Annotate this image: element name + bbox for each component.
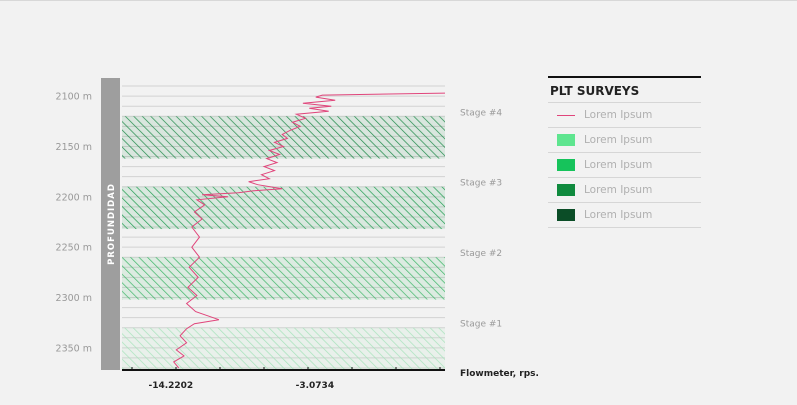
stage-label: Stage #2 — [460, 249, 502, 259]
legend-color-swatch — [557, 209, 575, 221]
x-axis-label: Flowmeter, rps. — [460, 369, 539, 379]
legend-title: PLT SURVEYS — [548, 78, 701, 103]
legend-item-label: Lorem Ipsum — [584, 184, 653, 196]
stage-band — [122, 186, 445, 230]
x-axis-ticks: -14.2202 -3.0734 — [131, 367, 441, 391]
stage-label: Stage #1 — [460, 320, 502, 330]
legend-item-label: Lorem Ipsum — [584, 159, 653, 171]
stage-band — [122, 257, 445, 300]
y-axis-label: PROFUNDIDAD — [107, 183, 117, 265]
y-axis-bar — [101, 78, 120, 370]
legend-item-label: Lorem Ipsum — [584, 209, 653, 221]
stage-label: Stage #4 — [460, 108, 502, 118]
legend-items: Lorem Ipsum Lorem Ipsum Lorem Ipsum Lorem I… — [548, 103, 701, 228]
x-tick-label: -3.0734 — [296, 381, 334, 391]
stage-bands — [122, 116, 445, 370]
y-tick-label: 2250 m — [56, 243, 92, 254]
legend: PLT SURVEYS Lorem Ipsum Lorem Ipsum Lorem … — [548, 76, 701, 228]
y-tick-label: 2150 m — [56, 142, 92, 153]
stage-labels: Stage #4 Stage #3 Stage #2 Stage #1 — [460, 108, 502, 329]
flowmeter-line — [172, 92, 446, 369]
y-tick-label: 2300 m — [56, 293, 92, 304]
stage-band — [122, 327, 445, 370]
legend-item: Lorem Ipsum — [548, 103, 701, 128]
legend-item: Lorem Ipsum — [548, 153, 701, 178]
x-tick-label: -14.2202 — [148, 381, 193, 391]
stage-label: Stage #3 — [460, 179, 502, 189]
legend-item-label: Lorem Ipsum — [584, 109, 653, 121]
y-tick-label: 2200 m — [56, 192, 92, 203]
y-tick-label: 2100 m — [56, 92, 92, 103]
top-divider — [0, 0, 797, 1]
legend-line-swatch — [557, 114, 575, 116]
y-tick-labels: 2100 m 2150 m 2200 m 2250 m 2300 m 2350 m — [56, 92, 92, 355]
legend-top-rule — [548, 76, 701, 78]
legend-item-label: Lorem Ipsum — [584, 134, 653, 146]
y-tick-label: 2350 m — [56, 343, 92, 354]
legend-item: Lorem Ipsum — [548, 178, 701, 203]
stage-band — [122, 116, 445, 159]
legend-item: Lorem Ipsum — [548, 128, 701, 153]
legend-item: Lorem Ipsum — [548, 203, 701, 228]
legend-color-swatch — [557, 159, 575, 171]
legend-color-swatch — [557, 134, 575, 146]
legend-color-swatch — [557, 184, 575, 196]
